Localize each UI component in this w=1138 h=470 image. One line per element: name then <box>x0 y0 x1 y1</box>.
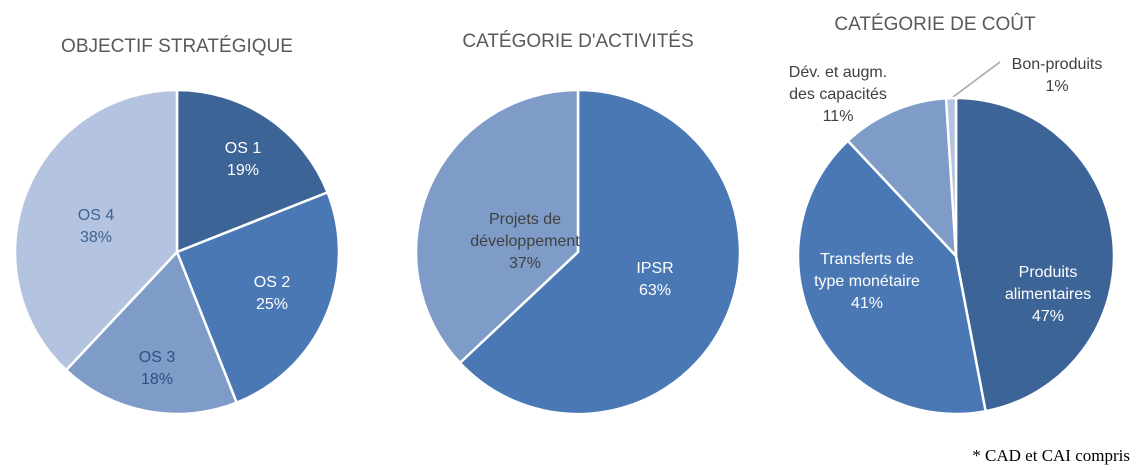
slice-label: OS 4 38% <box>56 205 136 249</box>
slice-name: OS 3 <box>138 349 176 366</box>
slice-name: OS 4 <box>77 207 115 224</box>
slice-name: Bon-produits <box>1011 56 1103 73</box>
slice-value: 11% <box>822 108 854 125</box>
slice-value: 41% <box>850 295 884 312</box>
slice-value: 37% <box>508 255 542 272</box>
slice-label: IPSR 63% <box>615 258 695 302</box>
slice-value: 63% <box>638 282 672 299</box>
pie-slice <box>175 88 330 254</box>
chart-title: CATÉGORIE D'ACTIVITÉS <box>462 31 694 52</box>
chart-title: CATÉGORIE DE COÛT <box>834 14 1036 35</box>
slice-name: Dév. et augm. des capacités <box>788 64 888 103</box>
slice-label: Dév. et augm. des capacités 11% <box>778 62 898 128</box>
slice-value: 25% <box>255 296 289 313</box>
slice-name: IPSR <box>636 260 674 277</box>
slice-label: OS 1 19% <box>203 138 283 182</box>
pie-slice <box>458 88 742 416</box>
pie-slice <box>175 190 341 405</box>
slice-label: Projets de développement 37% <box>460 209 590 275</box>
slice-label: Produits alimentaires 47% <box>993 262 1103 328</box>
slice-value: 19% <box>226 162 260 179</box>
leader-line <box>952 61 1001 98</box>
slice-label: Transferts de type monétaire 41% <box>805 249 930 315</box>
slice-label: OS 2 25% <box>232 272 312 316</box>
slice-value: 47% <box>1031 308 1065 325</box>
pie-slice <box>944 96 958 257</box>
pie-slice <box>13 88 179 372</box>
pie-slice <box>796 139 988 416</box>
slice-value: 38% <box>79 229 113 246</box>
slice-value: 1% <box>1045 78 1069 95</box>
slice-name: Projets de développement <box>470 211 580 250</box>
pie-slice <box>414 88 580 365</box>
slice-name: Produits alimentaires <box>1004 264 1092 303</box>
pie-slice <box>846 96 958 260</box>
slice-value: 18% <box>140 371 174 388</box>
slice-label: Bon-produits 1% <box>1002 54 1112 98</box>
slice-name: Transferts de type monétaire <box>814 251 920 290</box>
pie-slice <box>64 249 239 416</box>
chart-title: OBJECTIF STRATÉGIQUE <box>61 36 293 57</box>
pie-slice <box>954 96 1116 413</box>
slice-label: OS 3 18% <box>117 347 197 391</box>
slice-name: OS 2 <box>253 274 291 291</box>
slice-name: OS 1 <box>224 140 262 157</box>
footnote: * CAD et CAI compris <box>972 446 1130 465</box>
